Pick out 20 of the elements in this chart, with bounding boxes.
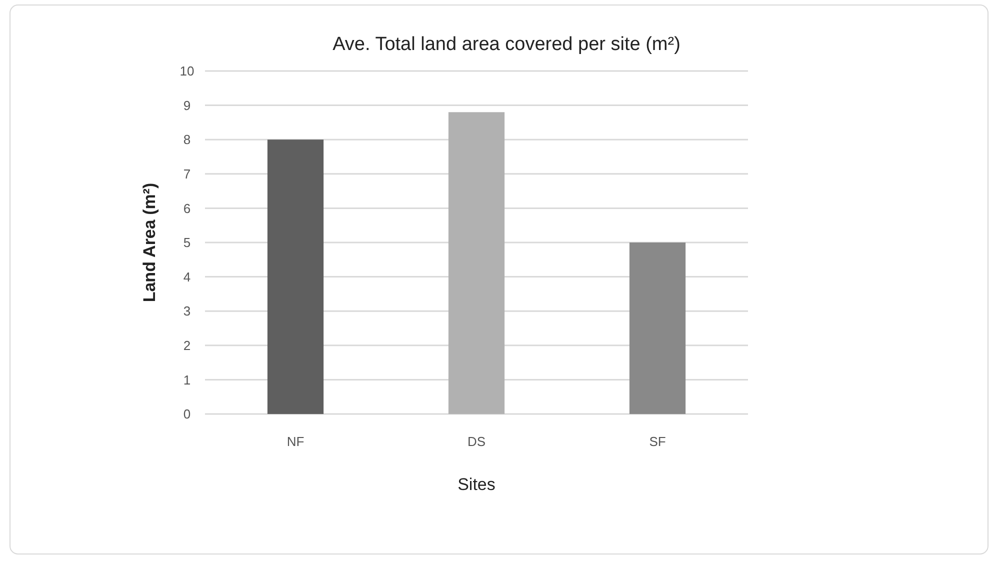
x-tick-label: DS [467, 434, 486, 449]
y-tick-label: 2 [183, 338, 191, 353]
x-axis-title: Sites [458, 475, 496, 494]
y-axis-title: Land Area (m²) [140, 182, 159, 302]
chart-title: Ave. Total land area covered per site (m²) [332, 34, 680, 55]
bar [267, 140, 324, 414]
bar [448, 112, 505, 414]
y-tick-label: 0 [183, 406, 191, 422]
y-tick-label: 9 [183, 98, 191, 113]
y-tick-label: 8 [183, 132, 191, 148]
y-tick-label: 5 [183, 235, 191, 250]
y-tick-label: 1 [183, 372, 191, 388]
bar [629, 242, 686, 414]
y-tick-label: 3 [183, 304, 191, 319]
x-tick-label: NF [286, 434, 304, 449]
y-tick-label: 10 [180, 64, 194, 79]
x-tick-label: SF [649, 434, 666, 449]
y-tick-label: 6 [183, 200, 191, 216]
y-tick-label: 4 [183, 269, 191, 284]
y-tick-label: 7 [183, 166, 191, 182]
